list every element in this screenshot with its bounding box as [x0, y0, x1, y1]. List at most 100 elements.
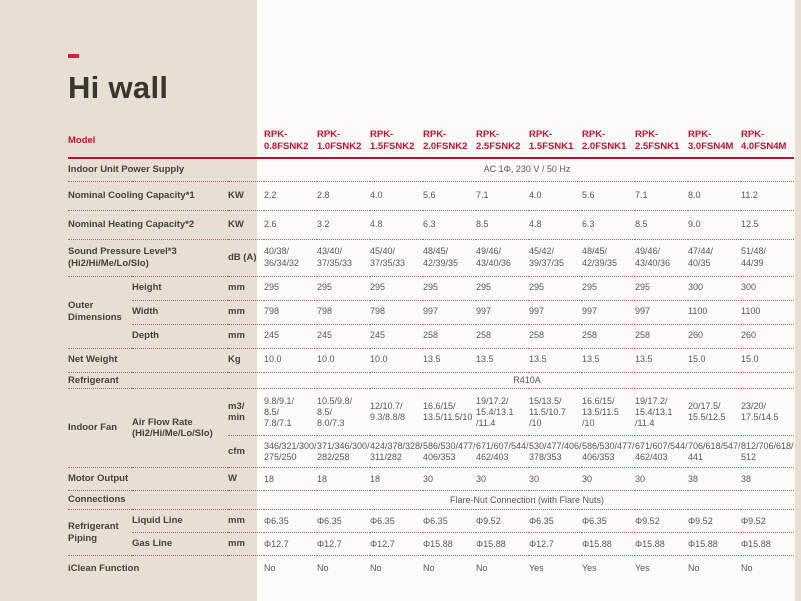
width-value: 798: [317, 300, 370, 325]
sound-pressure-value: 51/48/ 44/39: [741, 239, 794, 277]
width-value: 997: [476, 300, 529, 325]
row-power-supply: Indoor Unit Power Supply AC 1Φ, 230 V / …: [68, 158, 794, 182]
net-weight-value: 10.0: [317, 348, 370, 373]
model-name: RPK- 2.5FSNK2: [476, 125, 529, 159]
depth-value: 258: [582, 324, 635, 349]
sound-pressure-value: 48/45/ 42/39/35: [423, 239, 476, 277]
airflow-m3min-value: 19/17.2/ 15.4/13.1 /11.4: [476, 388, 529, 437]
depth-value: 245: [370, 324, 423, 349]
page-title: Hi wall: [68, 70, 169, 105]
depth-value: 260: [741, 324, 794, 349]
outer-dimensions-group-label: Outer Dimensions: [68, 276, 132, 349]
model-name: RPK- 3.0FSN4M: [688, 125, 741, 159]
cooling-capacity-value: 2.8: [317, 181, 370, 211]
depth-unit: mm: [228, 324, 264, 349]
motor-output-value: 18: [370, 467, 423, 492]
motor-output-value: 30: [476, 467, 529, 492]
row-connections: Connections Flare-Nut Connection (with F…: [68, 490, 794, 511]
heating-capacity-value: 9.0: [688, 210, 741, 240]
page-header: Hi wall: [68, 54, 168, 106]
airflow-cfm-value: 812/706/618/ 512: [741, 435, 794, 469]
model-name: RPK- 2.5FSNK1: [635, 125, 688, 159]
height-value: 295: [370, 276, 423, 301]
iclean-value: No: [423, 563, 435, 573]
cooling-capacity-value: 2.2: [264, 181, 317, 211]
depth-value: 258: [476, 324, 529, 349]
net-weight-value: 10.0: [264, 348, 317, 373]
specification-table: Model RPK- 0.8FSNK2 RPK- 1.0FSNK2 RPK- 1.5…: [68, 125, 794, 581]
model-name: RPK- 1.0FSNK2: [317, 125, 370, 159]
row-iclean-function: iClean Function No No No No No Yes Yes Yes No No: [68, 556, 794, 581]
heating-capacity-value: 4.8: [370, 210, 423, 240]
iclean-value: No: [264, 563, 276, 573]
liquid-line-value: Φ6.35: [582, 509, 635, 534]
row-dimension-depth: Depth mm 245 245 245 258 258 258 258 258 260 260: [68, 324, 794, 349]
liquid-line-value: Φ6.35: [529, 509, 582, 534]
airflow-cfm-value: 371/346/300/ 282/258: [317, 435, 370, 469]
liquid-line-value: Φ9.52: [476, 509, 529, 534]
net-weight-value: 13.5: [635, 348, 688, 373]
iclean-value: No: [317, 563, 329, 573]
row-sound-pressure: Sound Pressure Level*3 (Hi2/Hi/Me/Lo/Slo…: [68, 239, 794, 277]
liquid-line-value: Φ6.35: [317, 509, 370, 534]
refrigerant-piping-group-label: Refrigerant Piping: [68, 509, 132, 557]
cooling-capacity-unit: KW: [228, 181, 264, 211]
airflow-m3min-value: 16.6/15/ 13.5/11.5/10: [423, 388, 476, 437]
sound-pressure-label: Sound Pressure Level*3 (Hi2/Hi/Me/Lo/Slo…: [68, 239, 228, 277]
sound-pressure-value: 40/38/ 36/34/32: [264, 239, 317, 277]
gas-line-value: Φ12.7: [370, 532, 423, 557]
airflow-cfm-value: 346/321/300/ 275/250: [264, 435, 317, 469]
gas-line-value: Φ15.88: [741, 532, 794, 557]
net-weight-value: 13.5: [529, 348, 582, 373]
airflow-cfm-value: 586/530/477/ 406/353: [582, 435, 635, 469]
airflow-m3min-value: 10.5/9.8/ 8.5/ 8.0/7.3: [317, 388, 370, 437]
width-value: 997: [582, 300, 635, 325]
heating-capacity-value: 8.5: [476, 210, 529, 240]
airflow-m3min-value: 9.8/9.1/ 8.5/ 7.8/7.1: [264, 388, 317, 437]
net-weight-value: 13.5: [476, 348, 529, 373]
connections-value: Flare-Nut Connection (with Flare Nuts): [264, 490, 794, 511]
height-value: 295: [423, 276, 476, 301]
gas-line-value: Φ12.7: [529, 532, 582, 557]
heating-capacity-value: 3.2: [317, 210, 370, 240]
row-cooling-capacity: Nominal Cooling Capacity*1 KW 2.2 2.8 4.0 5…: [68, 181, 794, 211]
airflow-m3min-value: 19/17.2/ 15.4/13.1 /11.4: [635, 388, 688, 437]
sound-pressure-value: 49/46/ 43/40/36: [476, 239, 529, 277]
sound-pressure-value: 43/40/ 37/35/33: [317, 239, 370, 277]
motor-output-value: 30: [423, 467, 476, 492]
height-value: 300: [741, 276, 794, 301]
model-row-label: Model: [68, 125, 264, 159]
liquid-line-unit: mm: [228, 509, 264, 534]
airflow-cfm-value: 671/607/544/ 462/403: [476, 435, 529, 469]
iclean-value: Yes: [529, 563, 544, 573]
height-label: Height: [132, 276, 228, 301]
airflow-m3min-value: 15/13.5/ 11.5/10.7 /10: [529, 388, 582, 437]
sound-pressure-value: 49/46/ 43/40/36: [635, 239, 688, 277]
gas-line-value: Φ15.88: [582, 532, 635, 557]
depth-value: 245: [317, 324, 370, 349]
net-weight-value: 13.5: [423, 348, 476, 373]
airflow-cfm-unit: cfm: [228, 435, 264, 469]
height-unit: mm: [228, 276, 264, 301]
motor-output-label: Motor Output: [68, 467, 228, 492]
row-net-weight: Net Weight Kg 10.0 10.0 10.0 13.5 13.5 13.5 13…: [68, 348, 794, 373]
airflow-m3min-value: 16.6/15/ 13.5/11.5 /10: [582, 388, 635, 437]
motor-output-value: 30: [529, 467, 582, 492]
airflow-m3min-unit: m3/ min: [228, 388, 264, 437]
cooling-capacity-value: 5.6: [582, 181, 635, 211]
power-supply-label: Indoor Unit Power Supply: [68, 158, 264, 182]
cooling-capacity-value: 7.1: [635, 181, 688, 211]
air-flow-rate-label: Air Flow Rate (Hi2/Hi/Me/Lo/Slo): [132, 388, 228, 469]
liquid-line-value: Φ6.35: [370, 509, 423, 534]
heating-capacity-value: 8.5: [635, 210, 688, 240]
power-supply-value: AC 1Φ, 230 V / 50 Hz: [264, 158, 794, 182]
depth-value: 245: [264, 324, 317, 349]
row-dimension-height: Outer Dimensions Height mm 295 295 295 295 2…: [68, 276, 794, 349]
height-value: 295: [635, 276, 688, 301]
width-unit: mm: [228, 300, 264, 325]
width-value: 997: [529, 300, 582, 325]
net-weight-value: 13.5: [582, 348, 635, 373]
heating-capacity-value: 12.5: [741, 210, 794, 240]
connections-label: Connections: [68, 490, 264, 511]
sound-pressure-value: 47/44/ 40/35: [688, 239, 741, 277]
